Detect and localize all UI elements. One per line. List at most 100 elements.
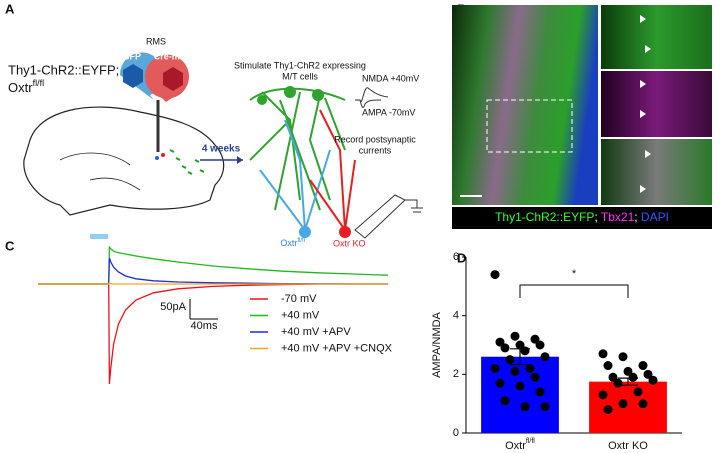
data-point — [500, 343, 510, 353]
panel-label: A — [5, 1, 15, 16]
data-point — [500, 396, 510, 406]
data-point — [510, 366, 520, 376]
legend-label: +40 mV — [281, 309, 320, 321]
y-axis-label: AMPA/NMDA — [431, 311, 443, 377]
data-point — [520, 346, 530, 356]
data-point — [490, 270, 500, 280]
data-point — [530, 372, 540, 382]
data-point — [495, 378, 505, 388]
soma — [257, 95, 267, 105]
x-tick-label: Oxtr KO — [608, 440, 648, 452]
x-tick-label: Oxtrfl/fl — [505, 438, 535, 452]
trace — [38, 281, 388, 285]
y-tick-label: 4 — [453, 310, 459, 322]
y-tick-label: 0 — [453, 427, 459, 439]
data-point — [638, 399, 648, 409]
arrowheads — [640, 15, 651, 193]
data-point — [530, 334, 540, 344]
brain-outline — [23, 106, 225, 216]
y-tick-label: 6 — [453, 251, 459, 263]
data-point — [535, 387, 545, 397]
caption-part: DAPI — [641, 210, 669, 224]
data-point — [623, 366, 633, 376]
data-point — [510, 331, 520, 341]
brain-fold — [59, 152, 141, 191]
hexagon — [123, 64, 143, 88]
soma — [312, 89, 324, 101]
soma — [299, 226, 311, 238]
caption-part: Tbx21 — [601, 210, 635, 224]
caption-part: ; — [594, 210, 600, 224]
data-point — [540, 352, 550, 362]
data-point — [505, 355, 515, 365]
bfp-label: BFP — [123, 51, 141, 61]
data-point — [535, 340, 545, 350]
caption-part: ; — [634, 210, 641, 224]
data-point — [618, 352, 628, 362]
trace — [38, 257, 388, 285]
stim-label: Stimulate Thy1-ChR2 expressing — [234, 60, 366, 70]
legend-label: +40 mV +APV +CNQX — [281, 342, 393, 354]
stimulus — [90, 234, 108, 239]
ground — [405, 199, 423, 213]
trace — [38, 245, 389, 285]
significance-bracket — [519, 284, 629, 298]
cell — [155, 156, 159, 160]
arrow-head — [237, 156, 243, 164]
scale-label: 40ms — [191, 320, 218, 332]
pipette — [354, 194, 406, 239]
genotype: Thy1-ChR2::EYFP; — [8, 62, 119, 77]
granule-ko — [309, 109, 356, 231]
nmda-label: NMDA +40mV — [362, 73, 419, 83]
record-label: currents — [359, 145, 392, 155]
soma — [339, 226, 351, 238]
data-point — [618, 399, 628, 409]
granule-wt — [259, 119, 331, 231]
data-point — [643, 369, 653, 379]
data-point — [525, 363, 535, 373]
data-point — [638, 361, 648, 371]
data-point — [520, 402, 530, 412]
weeks-label: 4 weeks — [202, 144, 241, 155]
data-point — [648, 375, 658, 385]
panel-label: D — [457, 250, 466, 265]
cell — [161, 153, 165, 157]
mt-cells — [249, 87, 346, 211]
ampa-trace — [355, 99, 382, 108]
x-tick-sup: fl/fl — [526, 438, 535, 445]
genotype-sup: fl/fl — [33, 78, 45, 88]
nmda-trace — [355, 87, 389, 103]
y-tick-label: 2 — [453, 368, 459, 380]
significance: * — [572, 268, 577, 280]
micrograph — [601, 5, 712, 69]
data-point — [628, 372, 638, 382]
ampa-label: AMPA -70mV — [362, 107, 415, 117]
cell-label: Oxtrfl/fl — [280, 238, 305, 249]
soma — [284, 86, 296, 98]
bar — [589, 381, 667, 433]
caption: Thy1-ChR2::EYFP; Tbx21; DAPI — [495, 210, 669, 224]
micrograph — [601, 71, 712, 137]
data-point — [633, 387, 643, 397]
inset-box — [486, 99, 573, 153]
cre-label: Cre-mRuby — [154, 51, 203, 61]
hexagon — [163, 67, 183, 91]
legend-label: -70 mV — [281, 293, 317, 305]
record-label: Record postsynaptic — [334, 134, 416, 144]
panel-a: Thy1-ChR2::EYFP; Oxtrfl/fl RMS BFP Cre-m… — [8, 36, 423, 248]
micrograph — [601, 139, 712, 205]
panel-b: Thy1-ChR2::EYFP; Tbx21; DAPI — [452, 5, 712, 229]
data-point — [598, 390, 608, 400]
data-point — [495, 337, 505, 347]
caption-bar — [452, 207, 712, 229]
x-tick-text: Oxtr — [505, 440, 526, 452]
data-point — [540, 402, 550, 412]
legend-label: +40 mV +APV — [281, 326, 351, 338]
data-point — [608, 372, 618, 382]
bulb-cells — [169, 149, 205, 175]
caption-part: Thy1-ChR2::EYFP — [495, 210, 594, 224]
micrograph — [452, 5, 598, 205]
cell-text: Oxtr — [280, 238, 297, 248]
data-point — [515, 381, 525, 391]
